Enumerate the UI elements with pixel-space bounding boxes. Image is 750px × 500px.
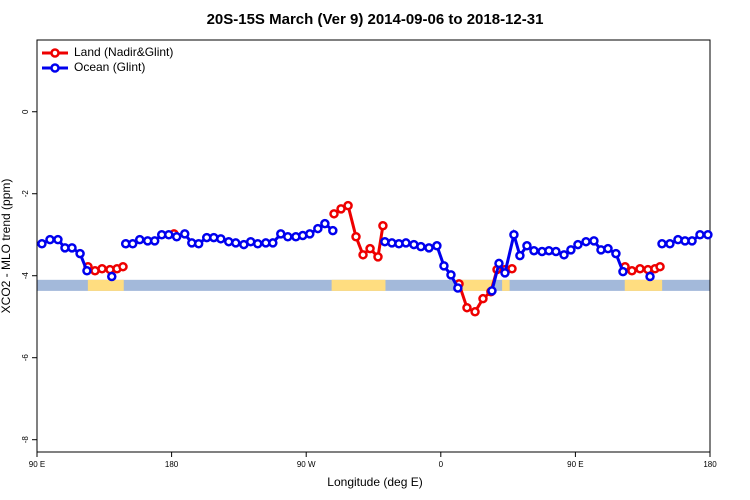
point <box>581 236 591 247</box>
point <box>97 264 107 274</box>
land-band <box>457 279 495 291</box>
point <box>75 248 85 259</box>
point <box>462 302 472 313</box>
x-tick-label: 0 <box>439 460 444 469</box>
legend-label: Ocean (Glint) <box>74 60 145 74</box>
point <box>566 245 576 255</box>
x-tick-label: 180 <box>703 460 717 469</box>
point <box>416 241 426 252</box>
point <box>358 250 368 260</box>
point <box>522 241 532 251</box>
y-tick-label: -2 <box>21 190 30 198</box>
legend-label: Land (Nadir&Glint) <box>74 45 173 59</box>
point <box>231 238 241 248</box>
point <box>107 271 117 282</box>
point <box>645 271 655 282</box>
point <box>507 264 517 274</box>
point <box>305 229 315 239</box>
y-tick-label: -8 <box>21 436 30 444</box>
y-tick-label: -6 <box>21 354 30 362</box>
point <box>657 238 667 249</box>
point <box>37 238 47 249</box>
point <box>487 286 497 296</box>
point <box>373 252 383 262</box>
point <box>378 220 388 231</box>
land-band <box>624 279 663 291</box>
land-band <box>502 279 510 291</box>
point <box>655 261 665 272</box>
point <box>611 248 621 259</box>
point <box>252 238 263 249</box>
point <box>509 229 519 240</box>
point <box>618 266 628 277</box>
point <box>446 270 456 280</box>
point <box>695 229 705 240</box>
point <box>328 225 338 236</box>
y-tick-label: -4 <box>21 272 30 280</box>
point <box>529 245 539 256</box>
point <box>216 234 226 244</box>
point <box>573 239 583 250</box>
point <box>164 229 174 240</box>
point <box>703 229 713 240</box>
point <box>627 266 637 276</box>
point <box>687 236 697 246</box>
point <box>149 236 160 246</box>
point <box>551 246 561 257</box>
point <box>365 243 375 254</box>
point <box>439 261 449 271</box>
point <box>171 232 182 242</box>
y-axis-label: XCO2 - MLO trend (ppm) <box>0 179 13 314</box>
legend-marker <box>50 63 60 73</box>
x-tick-label: 90 E <box>29 460 45 469</box>
point <box>343 200 353 211</box>
point <box>559 250 569 260</box>
point <box>589 236 599 246</box>
point <box>603 243 613 254</box>
legend-marker <box>50 48 60 58</box>
point <box>320 218 330 229</box>
point <box>283 232 293 242</box>
point <box>665 238 675 249</box>
x-tick-label: 90 E <box>567 460 583 469</box>
point <box>180 229 190 239</box>
point <box>432 241 442 251</box>
point <box>127 238 138 249</box>
point <box>500 268 510 278</box>
point <box>329 209 339 219</box>
point <box>53 234 63 245</box>
point <box>478 293 488 304</box>
point <box>67 243 77 253</box>
point <box>635 264 645 274</box>
point <box>134 234 145 245</box>
plot-frame <box>36 39 711 453</box>
point <box>424 243 434 253</box>
land-band <box>87 279 124 291</box>
point <box>193 238 204 249</box>
land-band <box>331 279 386 291</box>
point <box>453 283 463 293</box>
point <box>82 266 92 276</box>
point <box>45 234 55 245</box>
point <box>336 204 346 214</box>
x-axis-label: Longitude (deg E) <box>327 475 422 489</box>
chart-title: 20S-15S March (Ver 9) 2014-09-06 to 2018… <box>207 11 544 28</box>
point <box>515 250 525 261</box>
point <box>268 238 278 248</box>
point <box>470 307 480 317</box>
point <box>118 261 128 272</box>
x-tick-label: 90 W <box>297 460 316 469</box>
x-tick-label: 180 <box>165 460 179 469</box>
point <box>313 223 323 234</box>
point <box>351 232 361 242</box>
point <box>401 238 411 248</box>
point <box>494 258 504 269</box>
y-tick-label: 0 <box>21 109 30 114</box>
